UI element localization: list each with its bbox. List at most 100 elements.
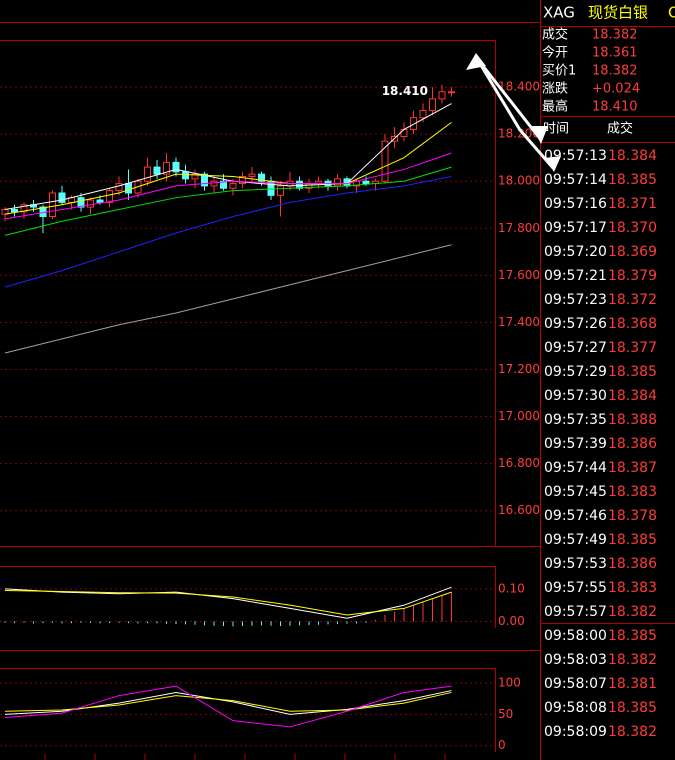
tick-price: 18.368 xyxy=(608,316,657,332)
tick-time: 09:58:00 xyxy=(544,628,607,644)
candle-body xyxy=(144,166,151,182)
tick-price: 18.385 xyxy=(608,700,657,716)
candle-body xyxy=(163,161,170,175)
tick-price: 18.383 xyxy=(608,484,657,500)
tick-time: 09:57:17 xyxy=(544,220,607,236)
kdj-line xyxy=(4,685,452,728)
tick-price: 18.381 xyxy=(608,676,657,692)
quote-value: 18.382 xyxy=(592,28,638,43)
symbol: XAG xyxy=(543,4,575,22)
candle-body xyxy=(400,128,408,137)
candle-body xyxy=(58,192,66,203)
x-axis-ticks xyxy=(44,754,446,760)
tick-price: 18.385 xyxy=(608,532,657,548)
candle-body xyxy=(258,173,265,182)
quote-value: 18.382 xyxy=(592,64,638,79)
tick-time: 09:57:16 xyxy=(544,196,607,212)
candle-body xyxy=(334,178,341,187)
tick-price: 18.371 xyxy=(608,196,657,212)
quote-label: 涨跌 xyxy=(542,81,568,97)
tick-header-time: 时间 xyxy=(543,122,569,137)
candle-body xyxy=(229,183,237,189)
y-tick-label: 18.200 xyxy=(498,127,540,141)
candle-body xyxy=(419,110,427,119)
candle-body xyxy=(106,190,113,203)
candle-body xyxy=(210,180,218,187)
y-tick-label: 0 xyxy=(498,738,506,752)
tick-price: 18.385 xyxy=(608,364,657,380)
tick-time: 09:57:26 xyxy=(544,316,607,332)
candle-body xyxy=(296,180,303,189)
tick-header-price: 成交 xyxy=(607,121,633,137)
y-tick-label: 0.00 xyxy=(498,614,525,628)
y-tick-label: 17.400 xyxy=(498,315,540,329)
moving-average xyxy=(4,121,452,215)
candle-body xyxy=(11,208,18,213)
candle-body xyxy=(172,161,180,173)
tick-time: 09:57:55 xyxy=(544,580,607,596)
tick-price: 18.369 xyxy=(608,244,657,260)
tick-price: 18.384 xyxy=(608,148,657,164)
tick-price: 18.378 xyxy=(608,508,657,524)
candle-body xyxy=(191,173,199,180)
quote-label: 最高 xyxy=(542,99,568,115)
moving-average xyxy=(4,244,452,354)
candle-body xyxy=(20,204,28,213)
annotation-arrows xyxy=(466,53,561,172)
y-tick-label: 50 xyxy=(498,707,513,721)
candle-body xyxy=(49,192,56,218)
macd-line xyxy=(4,589,452,616)
tick-time: 09:57:29 xyxy=(544,364,607,380)
y-tick-label: 17.600 xyxy=(498,268,540,282)
tick-time: 09:58:08 xyxy=(544,700,607,716)
candle-body xyxy=(77,197,85,208)
candle-body xyxy=(438,91,446,100)
moving-average xyxy=(4,176,452,288)
candle-body xyxy=(220,180,227,189)
tick-time: 09:57:39 xyxy=(544,436,607,452)
candle-body xyxy=(115,183,123,192)
candle-body xyxy=(153,166,161,175)
candle-body xyxy=(410,117,417,130)
tick-price: 18.382 xyxy=(608,604,657,620)
tick-time: 09:57:27 xyxy=(544,340,607,356)
tick-time: 09:57:57 xyxy=(544,604,607,620)
candle-body xyxy=(182,171,189,180)
tick-time: 09:57:21 xyxy=(544,268,607,284)
quote-value: +0.024 xyxy=(592,82,640,97)
instrument-code: C xyxy=(668,4,675,22)
tick-price: 18.377 xyxy=(608,340,657,356)
quote-label: 成交 xyxy=(542,27,568,43)
candle-body xyxy=(381,140,389,182)
tick-price: 18.388 xyxy=(608,412,657,428)
candle-body xyxy=(277,185,284,196)
y-tick-label: 17.000 xyxy=(498,409,540,423)
tick-price: 18.385 xyxy=(608,172,657,188)
quote-label: 今开 xyxy=(542,45,568,61)
y-tick-label: 100 xyxy=(498,676,521,690)
tick-time: 09:57:14 xyxy=(544,172,607,188)
candle-body xyxy=(448,91,455,94)
y-tick-label: 17.800 xyxy=(498,221,540,235)
candle-body xyxy=(362,180,370,185)
y-tick-label: 18.400 xyxy=(498,80,540,94)
tick-time: 09:57:13 xyxy=(544,148,607,164)
tick-time: 09:57:49 xyxy=(544,532,607,548)
y-tick-label: 0.10 xyxy=(498,581,525,595)
tick-time: 09:57:30 xyxy=(544,388,607,404)
y-tick-label: 16.600 xyxy=(498,503,540,517)
tick-price: 18.372 xyxy=(608,292,657,308)
instrument-name: 现货白银 xyxy=(588,4,648,22)
tick-time: 09:57:20 xyxy=(544,244,607,260)
candle-body xyxy=(201,173,208,187)
tick-price: 18.386 xyxy=(608,436,657,452)
candle-body xyxy=(96,199,104,203)
quote-value: 18.361 xyxy=(592,46,638,61)
last-price-label: 18.410 xyxy=(382,84,428,98)
y-tick-label: 16.800 xyxy=(498,456,540,470)
tick-price: 18.385 xyxy=(608,628,657,644)
tick-price: 18.382 xyxy=(608,652,657,668)
tick-time: 09:57:45 xyxy=(544,484,607,500)
tick-time: 09:57:44 xyxy=(544,460,607,476)
